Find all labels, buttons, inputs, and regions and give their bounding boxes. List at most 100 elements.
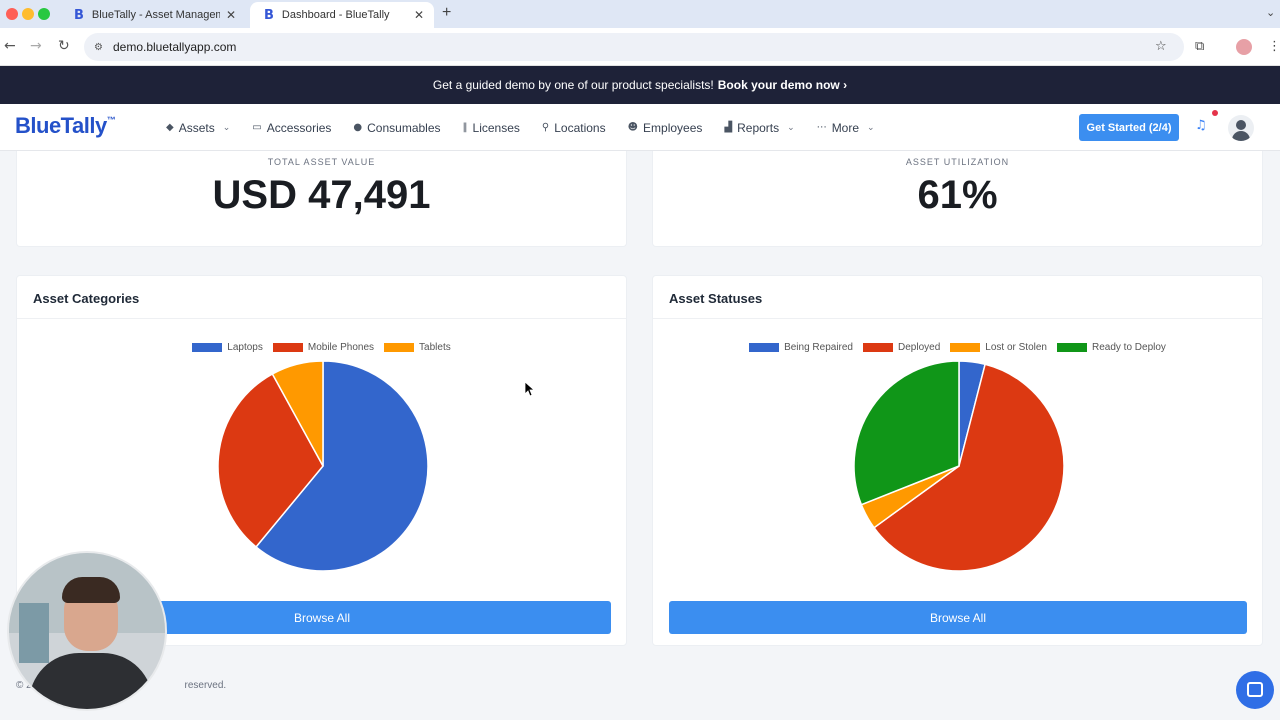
chat-icon [1247,682,1263,697]
pie-slice-tablets[interactable] [271,360,324,467]
nav-label: Reports [737,120,780,135]
browser-toolbar: ← → ↻ ⚙ demo.bluetallyapp.com ☆ ⧉ ⋮ [0,28,1280,66]
avatar-body [1232,131,1250,141]
address-bar[interactable]: ⚙ demo.bluetallyapp.com [84,33,1184,61]
bell-icon[interactable]: ♫ [1195,118,1207,133]
webcam-person-hair [62,577,120,603]
chart-icon: ▟ [724,122,733,133]
asset-statuses-card: Asset Statuses Being Repaired Deployed L… [652,275,1263,646]
mouse-cursor-icon [525,382,535,397]
asset-categories-pie-chart[interactable] [216,359,430,573]
reload-icon[interactable]: ↻ [58,38,70,54]
nav-reports[interactable]: ▟ Reports ⌄ [724,121,794,135]
legend-item[interactable]: Lost or Stolen [950,342,1047,353]
book-demo-link[interactable]: Book your demo now › [717,78,848,92]
legend-item[interactable]: Tablets [384,342,451,353]
legend-swatch [192,343,223,352]
new-tab-icon[interactable]: + [442,4,452,21]
tab-title: BlueTally - Asset Managemen [91,9,220,21]
nav-consumables[interactable]: ● Consumables [353,121,440,135]
asset-statuses-pie-chart[interactable] [852,359,1066,573]
minimize-window-button[interactable] [22,8,34,20]
main-nav: ◆ Assets ⌄ ▭ Accessories ● Consumables ‖… [166,104,897,151]
card-title: Asset Statuses [669,291,763,306]
bluetally-favicon-icon: B [74,7,84,23]
bluetally-logo[interactable]: BlueTally™ [15,113,116,139]
legend-item[interactable]: Laptops [192,342,263,353]
chevron-down-icon: ⌄ [787,122,795,133]
legend-label: Lost or Stolen [985,342,1047,353]
chevron-down-icon: ⌄ [222,122,231,133]
nav-more[interactable]: ⋯ More ⌄ [817,121,875,135]
pie-slice-deployed[interactable] [873,363,1065,572]
browser-tab-dashboard[interactable]: B Dashboard - BlueTally ✕ [250,2,434,28]
legend-item[interactable]: Deployed [863,342,940,353]
legend-swatch [863,343,893,352]
legend-swatch [749,343,780,352]
card-divider [653,318,1262,319]
legend-item[interactable]: Being Repaired [749,342,853,353]
close-tab-icon[interactable]: ✕ [225,8,236,22]
pie-slice-laptops[interactable] [255,360,429,572]
kpi-value: 61% [917,173,998,217]
nav-label: Consumables [367,120,441,135]
nav-label: More [831,120,860,135]
chat-launcher-button[interactable] [1236,671,1274,709]
pie-slice-mobile-phones[interactable] [217,372,324,548]
back-arrow-icon[interactable]: ← [4,38,16,54]
users-icon: ☻ [627,122,639,133]
legend-swatch [950,343,981,352]
legend-label: Ready to Deploy [1091,342,1166,353]
browser-tab-asset-management[interactable]: B BlueTally - Asset Managemen ✕ [60,2,246,28]
browser-tab-bar: B BlueTally - Asset Managemen ✕ B Dashbo… [0,0,1280,28]
site-settings-icon[interactable]: ⚙ [94,41,103,53]
logo-trademark: ™ [106,115,116,125]
bluetally-favicon-icon: B [264,7,274,23]
nav-employees[interactable]: ☻ Employees [628,121,703,135]
tag-icon: ◆ [166,122,174,133]
nav-label: Locations [554,120,606,135]
chevron-down-icon: ⌄ [867,122,875,133]
app-header: BlueTally™ ◆ Assets ⌄ ▭ Accessories ● Co… [0,104,1280,151]
nav-label: Accessories [266,120,332,135]
extensions-icon[interactable]: ⧉ [1195,39,1205,54]
tab-search-chevron-icon[interactable]: ⌄ [1266,7,1276,19]
card-title: Asset Categories [33,291,140,306]
browser-menu-icon[interactable]: ⋮ [1268,39,1280,54]
footer-text-start: © 2 [16,680,32,691]
close-tab-icon[interactable]: ✕ [413,8,424,22]
legend-item[interactable]: Mobile Phones [272,342,374,353]
nav-accessories[interactable]: ▭ Accessories [252,121,331,135]
browser-profile-avatar[interactable] [1236,39,1252,55]
forward-arrow-icon[interactable]: → [30,38,42,54]
bookmark-star-icon[interactable]: ☆ [1155,39,1167,54]
webcam-overlay [7,551,167,711]
footer-copyright: © 2 reserved. [16,680,226,691]
kpi-value: USD 47,491 [212,173,431,217]
nav-assets[interactable]: ◆ Assets ⌄ [166,121,230,135]
legend-item[interactable]: Ready to Deploy [1056,342,1166,353]
legend-swatch [272,343,303,352]
nav-label: Licenses [472,120,520,135]
user-avatar[interactable] [1228,115,1254,141]
dots-icon: ⋯ [816,122,827,133]
chart-legend: Laptops Mobile Phones Tablets [17,342,626,353]
barcode-icon: ‖ [462,122,468,133]
webcam-shelf [19,603,49,663]
legend-swatch [1056,343,1087,352]
legend-label: Tablets [419,342,451,353]
maximize-window-button[interactable] [38,8,50,20]
nav-locations[interactable]: ⚲ Locations [542,121,606,135]
kpi-label: TOTAL ASSET VALUE [267,157,376,167]
legend-label: Deployed [898,342,941,353]
get-started-button[interactable]: Get Started (2/4) [1079,114,1179,141]
browse-all-statuses-button[interactable]: Browse All [669,601,1247,634]
nav-label: Assets [178,120,215,135]
promo-text: Get a guided demo by one of our product … [432,78,714,92]
promo-banner: Get a guided demo by one of our product … [0,66,1280,104]
tab-title: Dashboard - BlueTally [281,9,390,21]
pie-slice-ready-to-deploy[interactable] [853,360,960,506]
nav-licenses[interactable]: ‖ Licenses [463,121,520,135]
avatar-head [1236,120,1246,130]
close-window-button[interactable] [6,8,18,20]
